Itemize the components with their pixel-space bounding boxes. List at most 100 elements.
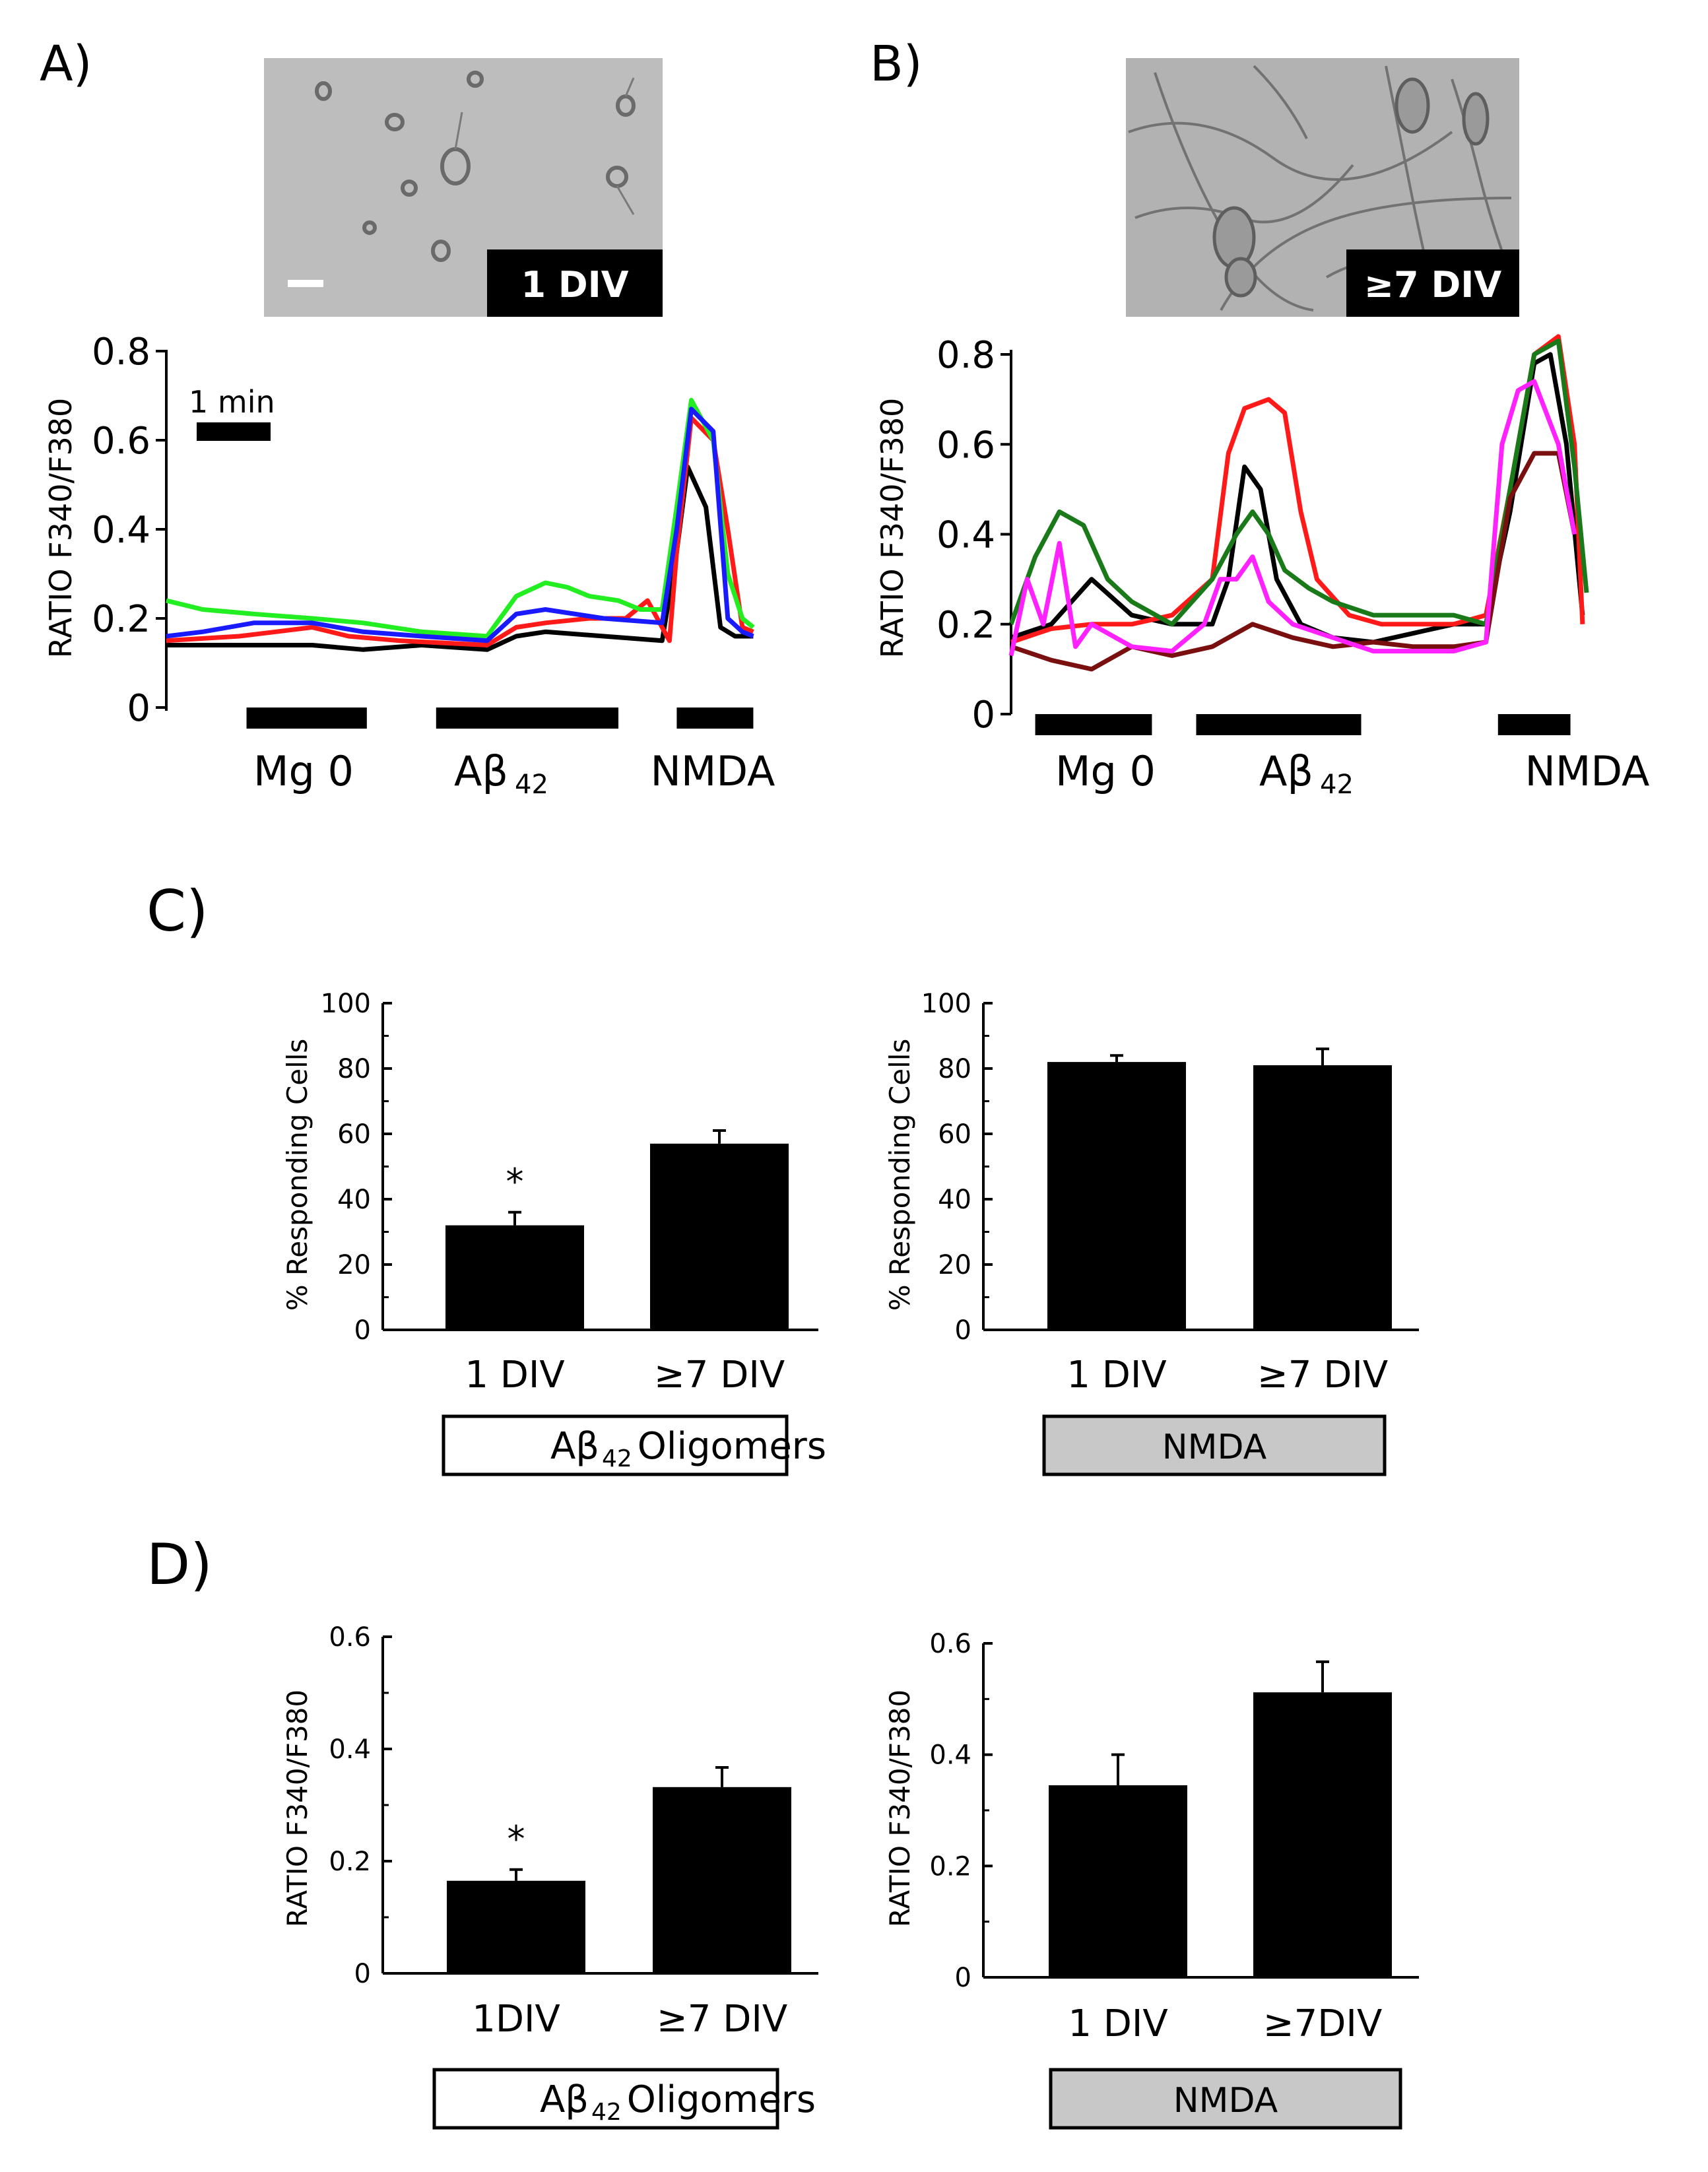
panel-d-right-group-box bbox=[1049, 2068, 1402, 2130]
panel-d-right-ylabel: RATIO F340/F380 bbox=[884, 1690, 916, 1927]
panel-b-plot: 0 0.2 0.4 0.6 0.8 bbox=[936, 334, 1589, 737]
panel-d-left-group-box bbox=[432, 2068, 779, 2130]
panel-b-traces bbox=[1008, 334, 1589, 672]
panel-b-trace-black bbox=[1010, 352, 1585, 645]
panel-c-left-ytick-label: 0 bbox=[354, 1315, 371, 1346]
panel-d-left-group-sub: 42 bbox=[591, 2099, 622, 2126]
panel-b-trace-darkgreen bbox=[1008, 339, 1589, 627]
micrograph-7div bbox=[1126, 58, 1519, 317]
panel-a-ytick-label: 0 bbox=[127, 687, 150, 730]
panel-c-right-bar-2 bbox=[1253, 1065, 1392, 1330]
panel-d-left-group-abeta: Aβ bbox=[540, 2078, 589, 2121]
panel-b-stim-mg0: Mg 0 bbox=[1055, 747, 1156, 795]
panel-b-ytick-label: 0.8 bbox=[936, 334, 995, 377]
panel-a-stim-abeta-sub: 42 bbox=[515, 770, 548, 800]
panel-c-right-category-1: 1 DIV bbox=[1067, 1354, 1166, 1397]
panel-d-left-bar-1 bbox=[447, 1880, 585, 1973]
panel-d-right-bar-2 bbox=[1253, 1692, 1392, 1977]
panel-b-stim-nmda: NMDA bbox=[1525, 747, 1650, 795]
panel-c-left-group-box bbox=[442, 1414, 789, 1476]
panel-c-left-bar-2 bbox=[650, 1143, 789, 1330]
panel-c-left-ytick-label: 20 bbox=[337, 1250, 371, 1280]
panel-b-stimulus-bars bbox=[1035, 714, 1571, 735]
panel-d-right-ytick-label: 0.6 bbox=[929, 1629, 971, 1659]
panel-a-ytick-label: 0.8 bbox=[92, 331, 150, 374]
panel-a-stim-abeta: Aβ bbox=[454, 747, 508, 795]
panel-d-right-category-2: ≥7DIV bbox=[1263, 2002, 1383, 2045]
panel-b-trace-magenta bbox=[1008, 379, 1577, 657]
panel-c-right-ytick-label: 60 bbox=[938, 1119, 971, 1150]
panel-b-ytick-label: 0.6 bbox=[936, 424, 995, 467]
panel-c-right-group-label: NMDA bbox=[1162, 1428, 1267, 1467]
panel-c-right-ylabel: % Responding Cells bbox=[884, 1039, 916, 1311]
panel-a-trace-blue bbox=[166, 407, 754, 643]
panel-c-right-bar-1 bbox=[1047, 1062, 1186, 1330]
panel-c-label: C) bbox=[147, 878, 209, 944]
panel-c-right-ytick-label: 80 bbox=[938, 1054, 971, 1084]
panel-c-left-group-abeta: Aβ bbox=[550, 1425, 599, 1468]
panel-d-right-bar-1 bbox=[1049, 1785, 1187, 1977]
panel-d-right-category-1: 1 DIV bbox=[1068, 2002, 1167, 2045]
panel-c-left-category-1: 1 DIV bbox=[465, 1354, 564, 1397]
panel-c-left-category-2: ≥7 DIV bbox=[654, 1354, 785, 1397]
panel-d-left-group-rest: Oligomers bbox=[615, 2078, 816, 2121]
panel-b-label: B) bbox=[870, 36, 923, 92]
micrograph-1div bbox=[264, 58, 663, 317]
panel-a-trace-black bbox=[166, 465, 754, 652]
panel-c-left-group-rest: Oligomers bbox=[626, 1425, 826, 1468]
panel-b-stimbar-mg0 bbox=[1035, 714, 1152, 735]
panel-a-stim-mg0: Mg 0 bbox=[253, 747, 354, 795]
micrograph-1div-label: 1 DIV bbox=[521, 264, 628, 306]
panel-d-left-ytick-label: 0 bbox=[354, 1959, 371, 1989]
panel-a-timebar bbox=[197, 422, 271, 441]
panel-b-trace-darkred bbox=[1010, 451, 1577, 672]
panel-c-left-ytick-label: 60 bbox=[337, 1119, 371, 1150]
panel-c-right-ytick-label: 100 bbox=[921, 989, 971, 1019]
panel-b-ytick-label: 0.2 bbox=[936, 604, 995, 647]
panel-c-left-group-sub: 42 bbox=[602, 1445, 632, 1472]
panel-c-right-chart: 0 20 40 60 80 100 1 DIV ≥7 DIV bbox=[921, 989, 1419, 1397]
panel-c-left-bar-1 bbox=[445, 1225, 584, 1330]
panel-a-ytick-label: 0.2 bbox=[92, 598, 150, 641]
panel-d-left-ylabel: RATIO F340/F380 bbox=[281, 1690, 313, 1927]
panel-a-stimbar-mg0 bbox=[246, 708, 367, 729]
panel-d-label: D) bbox=[147, 1532, 213, 1598]
panel-d-right-ytick-label: 0.4 bbox=[929, 1740, 971, 1771]
panel-d-right-chart: 0 0.2 0.4 0.6 1 DIV ≥7DIV bbox=[929, 1629, 1419, 2045]
panel-d-left-ytick-label: 0.6 bbox=[329, 1622, 371, 1653]
panel-a-plot: 0 0.2 0.4 0.6 0.8 bbox=[92, 331, 755, 730]
panel-d-left-chart: 0 0.2 0.4 0.6 * 1DIV ≥7 DIV bbox=[329, 1622, 818, 2041]
panel-b-stim-abeta-sub: 42 bbox=[1320, 770, 1354, 800]
panel-d-left-category-2: ≥7 DIV bbox=[657, 1998, 787, 2041]
panel-a-ytick-label: 0.4 bbox=[92, 509, 150, 552]
panel-d-right-ytick-label: 0.2 bbox=[929, 1851, 971, 1882]
panel-d-left-bar-2 bbox=[653, 1787, 791, 1973]
panel-d-left-significance-1: * bbox=[508, 1818, 525, 1860]
panel-d-left-ytick-label: 0.2 bbox=[329, 1847, 371, 1877]
panel-a-ylabel: RATIO F340/F380 bbox=[43, 398, 79, 659]
panel-c-right-ytick-label: 20 bbox=[938, 1250, 971, 1280]
panel-c-left-chart: 0 20 40 60 80 100 * 1 DIV ≥7 DIV bbox=[321, 989, 818, 1397]
panel-c-left-ylabel: % Responding Cells bbox=[281, 1039, 313, 1311]
micrograph-7div-label: ≥7 DIV bbox=[1364, 264, 1502, 306]
panel-a-stim-nmda: NMDA bbox=[651, 747, 775, 795]
panel-a-label: A) bbox=[40, 36, 92, 92]
panel-a-stimbar-nmda bbox=[676, 708, 754, 729]
panel-d-left-category-1: 1DIV bbox=[472, 1998, 560, 2041]
panel-c-right-group-box bbox=[1042, 1414, 1387, 1476]
panel-c-left-ytick-label: 40 bbox=[337, 1185, 371, 1215]
panel-c-right-ytick-label: 40 bbox=[938, 1185, 971, 1215]
panel-c-left-ytick-label: 100 bbox=[321, 989, 371, 1019]
panel-b-ytick-label: 0 bbox=[971, 694, 995, 737]
panel-c-right-category-2: ≥7 DIV bbox=[1257, 1354, 1388, 1397]
panel-b-stimbar-nmda bbox=[1497, 714, 1571, 735]
panel-a-trace-green bbox=[166, 397, 755, 639]
panel-a-stimulus-bars bbox=[246, 708, 754, 729]
panel-a-traces bbox=[166, 397, 755, 652]
panel-a-stimbar-a42 bbox=[436, 708, 619, 729]
panel-d-right-group-label: NMDA bbox=[1173, 2081, 1278, 2121]
panel-d-right-ytick-label: 0 bbox=[955, 1963, 971, 1993]
panel-c-left-ytick-label: 80 bbox=[337, 1054, 371, 1084]
panel-a-ytick-label: 0.6 bbox=[92, 420, 150, 463]
